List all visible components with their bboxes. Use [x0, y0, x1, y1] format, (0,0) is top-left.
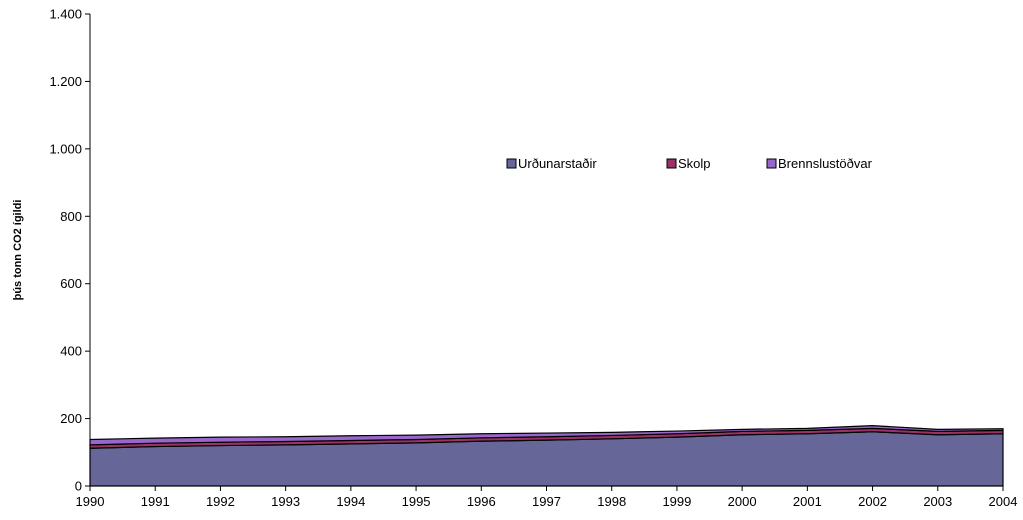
axes: [89, 14, 1003, 487]
x-tick-label: 2002: [858, 494, 887, 509]
x-tick-label: 2003: [923, 494, 952, 509]
x-tick-label: 2001: [793, 494, 822, 509]
legend-swatch: [506, 158, 517, 169]
y-tick-label: 800: [60, 209, 82, 224]
y-tick-label: 0: [75, 479, 82, 494]
x-tick-label: 2000: [728, 494, 757, 509]
area-series-2: [89, 425, 1004, 446]
legend: Urðunarstaðir Skolp Brennslustöðvar: [506, 156, 873, 171]
y-axis-label: þús tonn CO2 ígildi: [12, 200, 24, 301]
x-tick-label: 1996: [467, 494, 496, 509]
x-tick-label: 1997: [532, 494, 561, 509]
x-tick-label: 1995: [402, 494, 431, 509]
x-tick-label: 1993: [271, 494, 300, 509]
legend-label: Skolp: [678, 156, 711, 171]
y-ticks: 0 200 400 600 800 1.000 1.200 1.400: [49, 7, 90, 494]
x-tick-label: 1991: [141, 494, 170, 509]
y-tick-label: 1.400: [49, 7, 82, 22]
x-tick-label: 1999: [662, 494, 691, 509]
legend-swatch: [766, 158, 777, 169]
legend-label: Brennslustöðvar: [778, 156, 873, 171]
y-tick-label: 1.000: [49, 141, 82, 156]
x-ticks: 1990 1991 1992 1993 1994 1995 1996 1997 1998 1999…: [76, 486, 1018, 509]
y-tick-label: 600: [60, 276, 82, 291]
x-tick-label: 2004: [989, 494, 1018, 509]
legend-label: Urðunarstaðir: [518, 156, 597, 171]
x-tick-label: 1992: [206, 494, 235, 509]
x-tick-label: 1998: [597, 494, 626, 509]
y-tick-label: 1.200: [49, 74, 82, 89]
x-tick-label: 1994: [336, 494, 365, 509]
y-tick-label: 400: [60, 344, 82, 359]
legend-swatch: [666, 158, 677, 169]
x-tick-label: 1990: [76, 494, 105, 509]
area-series-group: [89, 425, 1004, 487]
y-tick-label: 200: [60, 411, 82, 426]
